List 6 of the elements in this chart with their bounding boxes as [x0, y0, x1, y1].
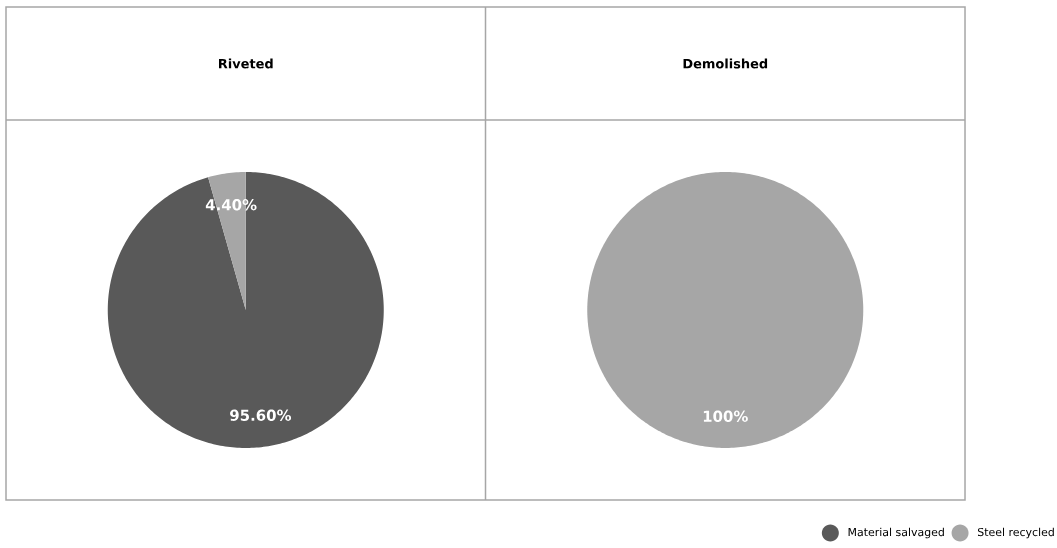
- chart-title: Demolished: [683, 58, 768, 69]
- data-label: 100%: [703, 410, 748, 422]
- legend-label: Material salvaged: [848, 527, 944, 539]
- legend-label: Steel recycled: [977, 527, 1054, 539]
- chart-title: Riveted: [219, 58, 273, 69]
- data-label: 95.60%: [230, 409, 292, 421]
